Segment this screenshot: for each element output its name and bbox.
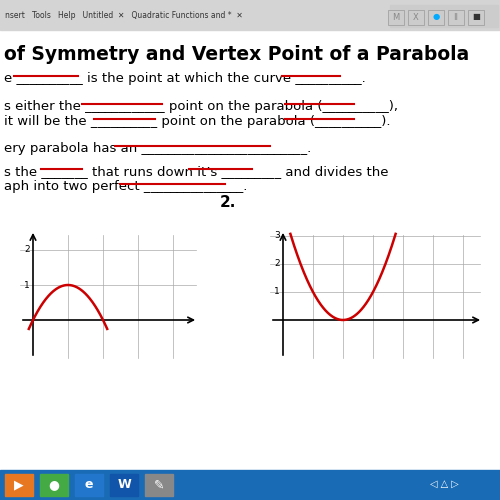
Text: s the _______ that runs down it’s _________ and divides the: s the _______ that runs down it’s ______…	[4, 165, 388, 178]
Text: M: M	[392, 12, 400, 22]
Bar	[40, 474, 68, 496]
Text: 1: 1	[274, 288, 280, 296]
Text: ery parabola has an _________________________.: ery parabola has an ____________________…	[4, 142, 311, 155]
Bar	[448, 10, 464, 25]
Text: 1: 1	[24, 280, 30, 289]
Text: it will be the __________ point on the parabola (__________).: it will be the __________ point on the p…	[4, 115, 390, 128]
Text: ✎: ✎	[154, 478, 164, 492]
Text: aph into two perfect _______________.: aph into two perfect _______________.	[4, 180, 248, 193]
Bar	[145, 474, 173, 496]
Text: 2: 2	[274, 260, 280, 268]
Bar	[408, 10, 424, 25]
Text: of Symmetry and Vertex Point of a Parabola: of Symmetry and Vertex Point of a Parabo…	[4, 45, 469, 64]
Bar	[110, 474, 138, 496]
Bar	[388, 10, 404, 25]
Bar	[390, 5, 498, 27]
Text: X: X	[413, 12, 419, 22]
Text: ●: ●	[48, 478, 60, 492]
Text: nsert   Tools   Help   Untitled  ✕   Quadratic Functions and *  ✕: nsert Tools Help Untitled ✕ Quadratic Fu…	[5, 10, 243, 20]
Text: II: II	[454, 12, 458, 22]
Text: 3: 3	[274, 232, 280, 240]
Text: ●: ●	[432, 12, 440, 22]
Text: e: e	[85, 478, 93, 492]
Bar	[5, 474, 33, 496]
Text: 2.: 2.	[220, 195, 236, 210]
Text: ■: ■	[472, 12, 480, 22]
Text: ◁ △ ▷: ◁ △ ▷	[430, 480, 459, 490]
Bar	[468, 10, 484, 25]
Text: s either the ____________ point on the parabola (__________),: s either the ____________ point on the p…	[4, 100, 398, 113]
Text: e __________ is the point at which the curve __________.: e __________ is the point at which the c…	[4, 72, 366, 85]
Bar	[428, 10, 444, 25]
Text: ▶: ▶	[14, 478, 24, 492]
Bar	[0, 470, 500, 500]
Text: W: W	[117, 478, 131, 492]
Bar	[75, 474, 103, 496]
Text: 2: 2	[24, 246, 30, 254]
Bar	[0, 0, 500, 30]
